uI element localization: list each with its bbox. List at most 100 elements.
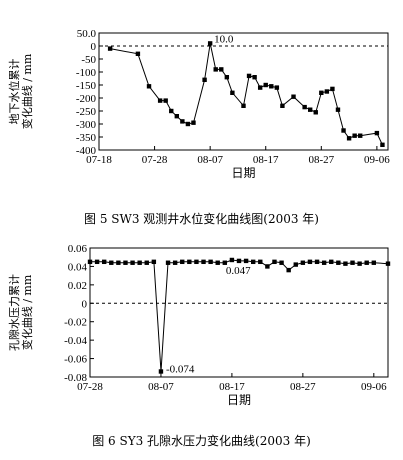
wl-x-tick-label: 09-06	[364, 154, 390, 166]
wl-data-point	[263, 82, 268, 88]
wl-data-point	[157, 98, 163, 103]
pp-data-point	[229, 257, 235, 263]
pp-data-label: 0.047	[226, 265, 251, 277]
wl-data-point	[324, 89, 330, 94]
figure-6-caption: 图 6 SY3 孔隙水压力变化曲线(2003 年)	[92, 434, 311, 448]
pp-data-point	[300, 260, 306, 265]
wl-x-tick-label: 07-18	[86, 154, 112, 166]
wl-data-point	[191, 120, 196, 125]
pp-data-point	[222, 260, 228, 265]
pp-x-tick-label: 08-07	[148, 381, 174, 393]
pp-y-axis-label: 变化曲线 / mm	[20, 274, 34, 350]
wl-y-tick-label: -300	[76, 119, 97, 131]
wl-y-tick-label: -400	[76, 145, 97, 157]
wl-data-point	[219, 67, 224, 72]
pp-plot-frame	[89, 247, 389, 378]
wl-data-point	[352, 133, 357, 138]
pp-x-tick-label: 09-06	[361, 381, 387, 393]
wl-data-point	[241, 103, 246, 108]
pp-data-point	[293, 262, 298, 267]
pp-data-point	[137, 260, 142, 265]
pp-data-point	[87, 259, 93, 265]
pp-data-point	[123, 260, 128, 265]
pp-y-tick-label: -0.08	[64, 372, 87, 384]
pp-data-point	[215, 260, 220, 265]
wl-x-tick-label: 08-07	[197, 154, 223, 166]
pp-data-point	[385, 261, 391, 266]
wl-data-point	[358, 133, 363, 138]
water-level-chart: 50.00-50-100-150-200-250-300-350-40007-1…	[7, 28, 390, 180]
wl-data-point	[180, 119, 185, 124]
wl-data-point	[202, 77, 207, 82]
pp-data-point	[208, 259, 213, 265]
pp-data-point	[236, 258, 242, 264]
pp-y-tick-label: -0.06	[64, 354, 87, 366]
wl-data-point	[280, 103, 285, 108]
pp-y-tick-label: 0.02	[68, 280, 87, 292]
wl-data-point	[291, 94, 296, 99]
wl-data-point	[185, 121, 191, 127]
pp-y-tick-label: -0.04	[64, 335, 87, 347]
wl-data-label: 10.0	[214, 33, 234, 45]
pp-data-point	[265, 264, 270, 269]
wl-data-point	[257, 85, 263, 90]
pp-data-point	[172, 260, 178, 265]
wl-y-tick-label: -100	[76, 67, 97, 79]
pp-data-point	[329, 259, 334, 265]
pp-data-point	[201, 259, 206, 265]
wl-y-tick-label: -50	[81, 54, 96, 66]
wl-data-point	[163, 98, 168, 103]
wl-data-point	[146, 84, 152, 89]
pp-data-point	[144, 260, 149, 265]
pp-data-point	[272, 259, 277, 265]
pp-data-point	[165, 260, 171, 265]
pp-data-point	[258, 259, 263, 265]
pp-y-tick-label: 0.04	[68, 261, 88, 273]
wl-y-tick-label: 50.0	[77, 28, 97, 40]
wl-data-point	[252, 75, 257, 80]
pp-y-tick-label: 0	[82, 298, 88, 310]
pp-data-point	[187, 259, 192, 265]
pp-data-point	[158, 369, 164, 374]
pp-x-axis-label: 日期	[227, 393, 251, 407]
wl-x-tick-label: 08-27	[308, 154, 334, 166]
pp-data-point	[321, 260, 327, 265]
wl-data-point	[213, 67, 218, 72]
pp-data-point	[130, 260, 135, 265]
pp-data-point	[279, 260, 284, 265]
wl-data-point	[174, 114, 180, 119]
wl-x-tick-label: 08-17	[253, 154, 279, 166]
wl-y-tick-label: -200	[76, 93, 97, 105]
pp-data-point	[343, 261, 348, 266]
pp-data-point	[307, 259, 313, 265]
wl-y-tick-label: 0	[91, 41, 97, 53]
wl-data-point	[246, 73, 252, 79]
wl-data-point	[107, 46, 113, 51]
wl-data-point	[330, 86, 335, 92]
wl-data-point	[346, 136, 352, 141]
figure-5-caption: 图 5 SW3 观测井水位变化曲线图(2003 年)	[84, 212, 319, 226]
wl-data-point	[319, 90, 324, 95]
wl-y-axis-label: 地下水位累计	[7, 59, 21, 125]
wl-data-point	[374, 130, 380, 136]
pp-data-point	[151, 259, 157, 265]
pp-data-point	[243, 258, 249, 264]
wl-x-tick-label: 07-28	[142, 154, 168, 166]
pp-data-point	[364, 260, 369, 265]
pp-data-point	[350, 260, 355, 265]
pp-data-point	[180, 259, 185, 265]
wl-y-axis-label: 变化曲线 / mm	[20, 53, 34, 129]
wl-data-point	[169, 108, 174, 114]
wl-data-point	[341, 128, 346, 133]
pp-data-point	[357, 261, 362, 266]
pp-x-tick-label: 07-28	[77, 381, 103, 393]
wl-data-point	[335, 107, 341, 112]
wl-y-tick-label: -150	[76, 80, 97, 92]
pp-x-tick-label: 08-17	[219, 381, 245, 393]
wl-data-point	[269, 84, 274, 89]
wl-y-tick-label: -350	[76, 132, 97, 144]
wl-data-point	[302, 104, 307, 110]
pp-data-point	[94, 259, 100, 265]
pp-data-point	[116, 260, 121, 265]
